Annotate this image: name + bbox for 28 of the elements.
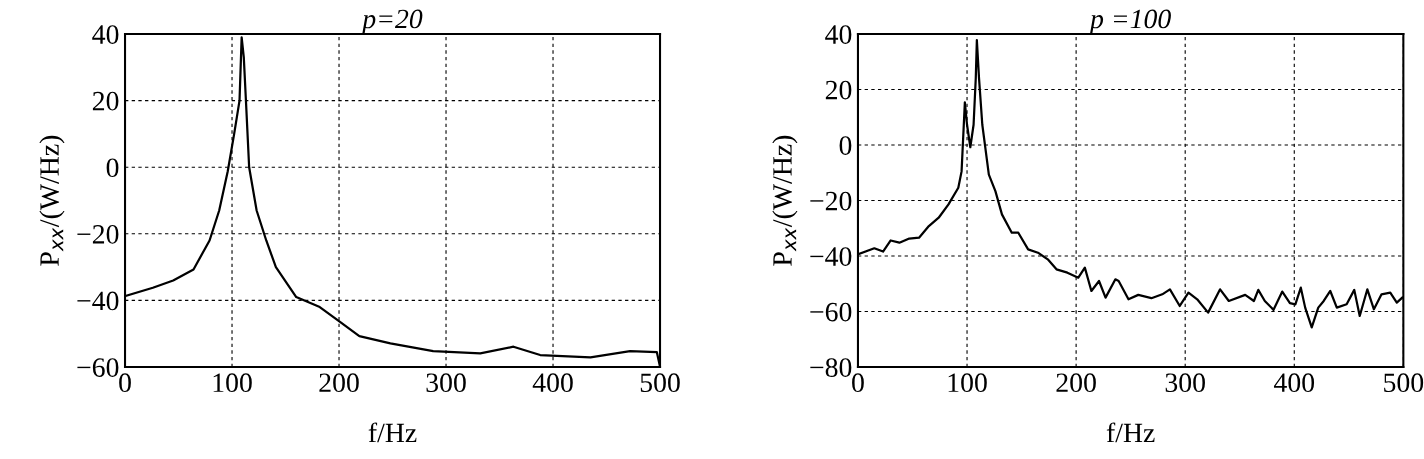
x-tick-label: 100: [213, 373, 252, 393]
y-tick-label: −40: [810, 247, 852, 266]
x-tick-label: 100: [948, 373, 987, 393]
y-tick-label: −40: [77, 291, 119, 311]
y-tick-label: 40: [825, 25, 852, 44]
x-tick-label: 200: [319, 373, 359, 393]
y-tick-label: −60: [810, 302, 852, 322]
x-tick-label: 500: [640, 373, 680, 393]
x-tick-label: 300: [426, 373, 466, 393]
x-tick-label: 200: [1056, 373, 1096, 393]
x-tick-label: 300: [1165, 373, 1205, 393]
y-tick-label: −80: [810, 358, 852, 377]
y-tick-label: 40: [92, 25, 119, 44]
y-axis-title: P$_{xx}$/(W/Hz): [772, 135, 798, 266]
y-tick-label: 20: [92, 91, 119, 111]
x-axis-title: f/Hz: [368, 422, 417, 443]
x-tick-label: 400: [1273, 373, 1315, 393]
chart-title: p=20: [360, 9, 423, 35]
y-tick-label: −20: [810, 191, 852, 211]
y-tick-label: 20: [825, 80, 852, 100]
y-tick-label: 0: [106, 158, 119, 178]
y-axis-title: P$_{xx}$/(W/Hz): [39, 135, 65, 266]
x-axis-title: f/Hz: [1106, 422, 1155, 443]
x-tick-label: 400: [532, 373, 573, 393]
y-tick-label: −20: [77, 224, 119, 244]
x-tick-label: 500: [1384, 373, 1424, 393]
y-tick-label: 0: [839, 136, 852, 155]
y-tick-label: −60: [77, 358, 119, 377]
